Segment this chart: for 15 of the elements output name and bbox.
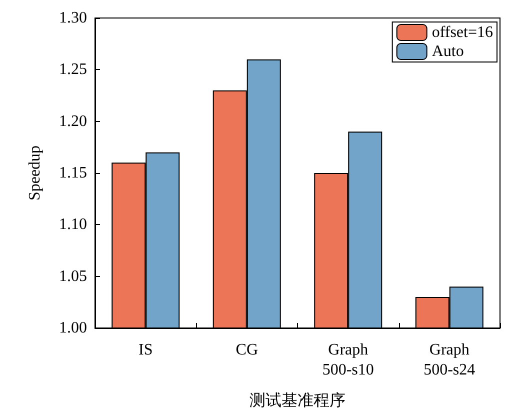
y-tick-label: 1.30 bbox=[59, 10, 87, 26]
y-tick-label: 1.25 bbox=[59, 61, 87, 78]
x-tick-label: CG bbox=[236, 342, 258, 358]
legend-label: Auto bbox=[432, 43, 464, 60]
x-axis-title: 测试基准程序 bbox=[250, 392, 346, 410]
x-tick-label: Graph 500-s24 bbox=[424, 342, 476, 378]
y-axis-title: Speedup bbox=[26, 145, 44, 201]
x-tick-label: IS bbox=[138, 342, 153, 358]
y-tick-label: 1.00 bbox=[59, 320, 87, 336]
y-tick-label: 1.05 bbox=[59, 268, 87, 285]
y-tick-label: 1.15 bbox=[59, 164, 87, 182]
y-tick-label: 1.10 bbox=[59, 216, 87, 234]
x-tick-label: Graph 500-s10 bbox=[322, 342, 374, 378]
y-tick-label: 1.20 bbox=[59, 112, 87, 130]
legend-label: offset=16 bbox=[432, 24, 494, 41]
